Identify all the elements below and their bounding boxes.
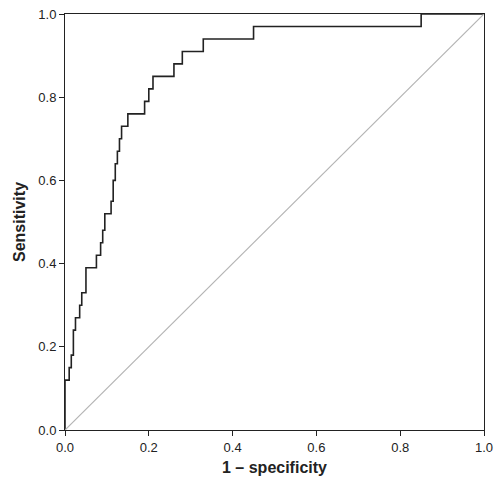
svg-text:1.0: 1.0 bbox=[38, 7, 56, 22]
svg-text:0.0: 0.0 bbox=[38, 423, 56, 438]
svg-text:0.4: 0.4 bbox=[38, 256, 56, 271]
svg-text:0.2: 0.2 bbox=[38, 339, 56, 354]
svg-text:1 – specificity: 1 – specificity bbox=[222, 459, 327, 476]
svg-text:0.8: 0.8 bbox=[38, 90, 56, 105]
svg-text:0.2: 0.2 bbox=[140, 440, 158, 455]
svg-text:Sensitivity: Sensitivity bbox=[11, 182, 28, 262]
svg-text:0.4: 0.4 bbox=[224, 440, 242, 455]
svg-text:1.0: 1.0 bbox=[475, 440, 493, 455]
svg-text:0.6: 0.6 bbox=[307, 440, 325, 455]
svg-text:0.0: 0.0 bbox=[56, 440, 74, 455]
svg-text:0.6: 0.6 bbox=[38, 173, 56, 188]
svg-text:0.8: 0.8 bbox=[391, 440, 409, 455]
